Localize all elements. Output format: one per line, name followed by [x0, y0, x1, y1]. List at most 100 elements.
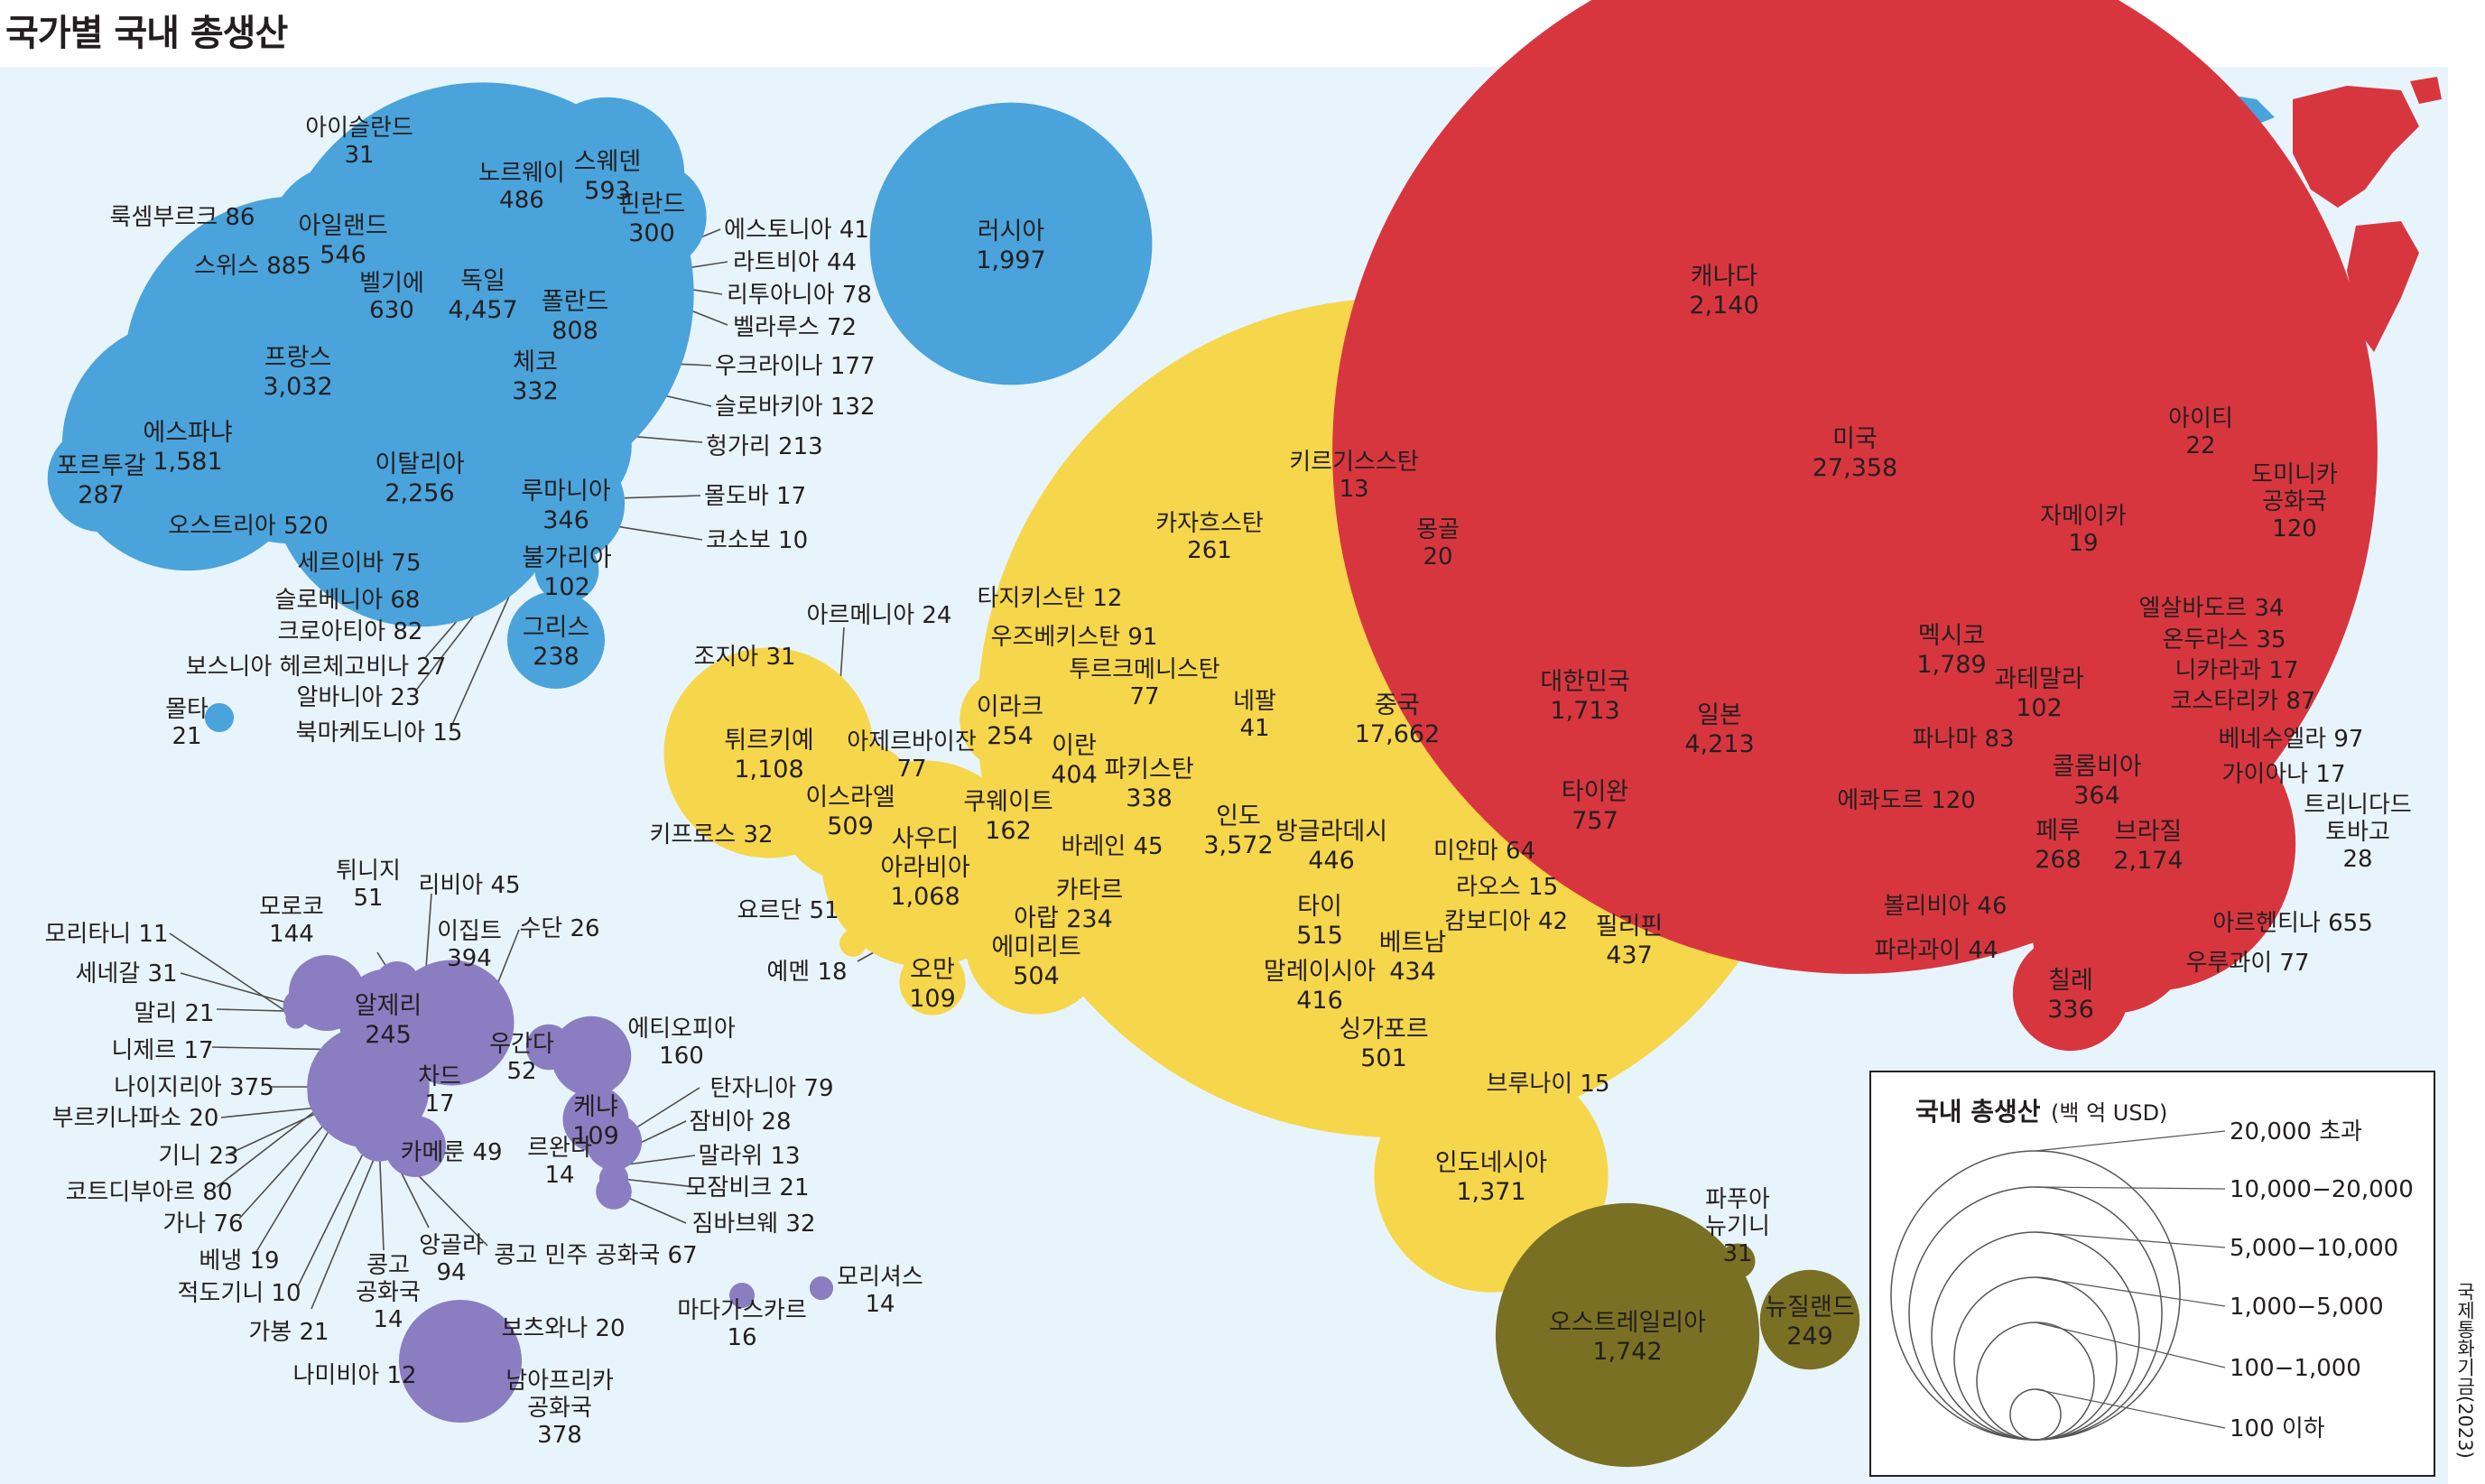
label-엘살바도르: 엘살바도르 34 [2139, 595, 2285, 622]
label-벨라루스: 벨라루스 72 [733, 314, 857, 341]
label-알제리: 알제리 245 [355, 992, 422, 1049]
label-에콰도르: 에콰도르 120 [1837, 787, 1976, 814]
label-코트디부아르: 코트디부아르 80 [66, 1179, 233, 1206]
label-투르크메니스탄: 투르크메니스탄 77 [1069, 656, 1219, 710]
label-오스트레일리아: 오스트레일리아 1,742 [1549, 1309, 1706, 1366]
label-말리: 말리 21 [134, 1000, 214, 1027]
label-요르단: 요르단 51 [737, 897, 839, 924]
label-타이완: 타이완 757 [1562, 778, 1629, 835]
label-도미니카-공화국: 도미니카 공화국 120 [2251, 461, 2338, 543]
label-슬로바키아: 슬로바키아 132 [715, 394, 876, 421]
bubble-가이아나 [2128, 754, 2155, 781]
bubble-노르웨이 [465, 117, 606, 258]
label-슬로베니아: 슬로베니아 68 [275, 587, 421, 614]
label-프랑스: 프랑스 3,032 [263, 344, 332, 401]
source-note: 국제통화기금(2023) [2454, 1282, 2476, 1459]
leader-모리타니 [169, 932, 297, 1019]
label-포르투갈: 포르투갈 287 [56, 452, 145, 509]
legend-label-4: 100−1,000 [2230, 1355, 2361, 1382]
bubble-적도기니 [359, 1128, 381, 1150]
label-튀르키예: 튀르키예 1,108 [724, 727, 813, 784]
label-필리핀: 필리핀 437 [1596, 913, 1664, 969]
label-인도네시아: 인도네시아 1,371 [1435, 1149, 1547, 1206]
bubble-파라과이 [2045, 886, 2089, 929]
bubble-몰타 [204, 702, 235, 733]
label-라트비아: 라트비아 44 [733, 249, 857, 276]
label-짐바브웨: 짐바브웨 32 [691, 1210, 815, 1238]
map-south-america [2347, 221, 2419, 352]
legend-label-3: 1,000−5,000 [2230, 1294, 2384, 1321]
bubble-에스토니아 [635, 234, 677, 275]
bubble-우간다 [525, 1024, 572, 1071]
bubble-파나마 [2047, 711, 2105, 769]
label-브루나이: 브루나이 15 [1486, 1071, 1609, 1098]
bubble-타지키스탄 [1256, 645, 1280, 669]
map-greenland [2410, 77, 2442, 104]
bubble-파푸아-뉴기니 [1720, 1243, 1756, 1279]
label-이스라엘: 이스라엘 509 [805, 784, 895, 840]
bubble-코소보 [515, 504, 536, 525]
label-러시아: 러시아 1,997 [976, 218, 1045, 274]
legend-leader-3 [2035, 1276, 2226, 1307]
bubble-트리니다드-토바고 [2194, 782, 2229, 816]
label-이집트: 이집트 394 [437, 918, 502, 972]
label-에스토니아: 에스토니아 41 [724, 217, 869, 244]
bubble-수단 [460, 1020, 493, 1053]
label-바레인: 바레인 45 [1061, 833, 1163, 860]
bubble-슬로바키아 [561, 342, 635, 416]
bubble-불가리아 [534, 538, 599, 603]
bubble-예멘 [839, 930, 867, 957]
label-예멘: 예멘 18 [766, 959, 847, 986]
legend-unit: (백 억 USD) [2051, 1100, 2167, 1126]
bubble-캄보디아 [1342, 882, 1384, 923]
label-아르메니아: 아르메니아 24 [807, 602, 952, 629]
label-우간다: 우간다 52 [489, 1031, 554, 1085]
leader-적도기니 [297, 1138, 371, 1287]
bubble-라오스 [1341, 867, 1367, 893]
label-튀니지: 튀니지 51 [336, 858, 401, 912]
label-케냐: 케냐 109 [572, 1093, 619, 1150]
bubble-베냉 [327, 1096, 356, 1125]
label-리비아: 리비아 45 [418, 872, 520, 899]
legend-leader-0 [2035, 1130, 2226, 1152]
label-가봉: 가봉 21 [248, 1319, 329, 1346]
label-키르기스스탄: 키르기스스탄 13 [1289, 449, 1419, 503]
label-남아프리카-공화국: 남아프리카 공화국 378 [505, 1368, 614, 1449]
label-파푸아-뉴기니: 파푸아 뉴기니 31 [1705, 1186, 1770, 1267]
label-세르이바: 세르이바 75 [297, 550, 421, 577]
label-파키스탄: 파키스탄 338 [1104, 756, 1193, 812]
label-모리셔스: 모리셔스 14 [837, 1264, 923, 1318]
bubble-칠레 [2012, 934, 2129, 1052]
label-자메이카: 자메이카 19 [2040, 503, 2127, 557]
label-알바니아: 알바니아 23 [296, 684, 420, 711]
label-카자흐스탄: 카자흐스탄 261 [1155, 510, 1264, 564]
label-앙골라: 앙골라 94 [419, 1232, 484, 1286]
bubble-에티오피아 [551, 1016, 632, 1097]
label-그리스: 그리스 238 [523, 614, 590, 671]
label-벨기에: 벨기에 630 [359, 270, 424, 324]
label-오만: 오만 109 [909, 956, 956, 1013]
label-우크라이나: 우크라이나 177 [715, 353, 876, 380]
label-모로코: 모로코 144 [259, 894, 324, 948]
bubble-이스라엘 [779, 738, 922, 881]
label-헝가리: 헝가리 213 [706, 433, 823, 460]
label-사우디-아라비아: 사우디 아라비아 1,068 [880, 825, 970, 911]
bubble-에콰도르 [1991, 754, 2062, 824]
legend-title: 국내 총생산 [1915, 1097, 2041, 1127]
label-보츠와나: 보츠와나 20 [501, 1315, 625, 1342]
label-콩고-민주-공화국: 콩고 민주 공화국 67 [494, 1242, 697, 1269]
label-중국: 중국 17,662 [1355, 691, 1440, 748]
bubble-몰도바 [589, 486, 617, 513]
label-세네갈: 세네갈 31 [75, 960, 177, 988]
label-나미비아: 나미비아 12 [292, 1362, 416, 1389]
label-말라위: 말라위 13 [698, 1143, 800, 1170]
label-싱가포르: 싱가포르 501 [1339, 1016, 1428, 1072]
label-아이슬란드: 아이슬란드 31 [305, 115, 413, 169]
label-온두라스: 온두라스 35 [2162, 626, 2286, 654]
label-파라과이: 파라과이 44 [1874, 937, 1998, 964]
bubble-니제르 [335, 1036, 362, 1063]
label-볼리비아: 볼리비아 46 [1883, 893, 2007, 920]
legend-leader-4 [2035, 1322, 2226, 1368]
label-베냉: 베냉 19 [199, 1247, 279, 1275]
